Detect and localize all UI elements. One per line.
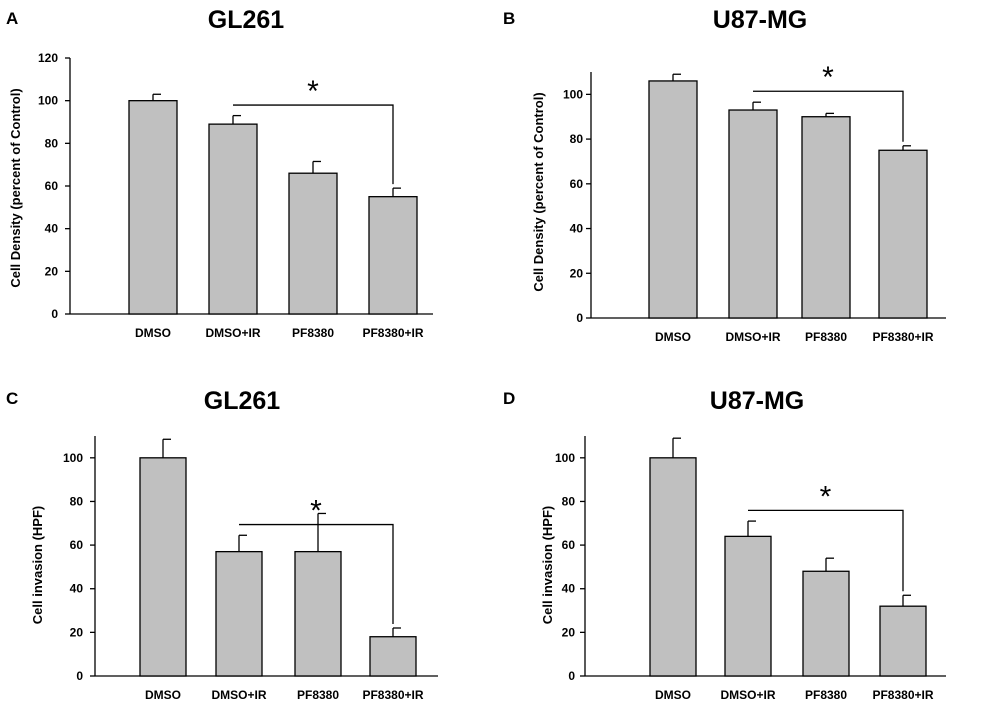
bar-d xyxy=(724,535,772,677)
bar-a xyxy=(128,100,178,315)
category-label-c: PF8380+IR xyxy=(362,688,423,702)
plot-area-a: 0 20 40 60 80 100 120 DMSO DMSO+IR PF8380 PF8380+I… xyxy=(38,51,433,340)
significance-star-d: * xyxy=(820,480,832,513)
bar-a xyxy=(288,172,338,315)
y-tick-label-d: 80 xyxy=(562,494,576,508)
bar-c xyxy=(215,550,263,677)
panel-letter-a: A xyxy=(6,9,18,28)
y-tick-label-a: 20 xyxy=(45,264,59,278)
panel-b: B U87-MG Cell Density (percent of Contro… xyxy=(503,6,946,344)
significance-star-a: * xyxy=(307,75,319,108)
bar-b xyxy=(801,116,851,319)
panel-a: A GL261 Cell Density (percent of Control… xyxy=(6,6,433,340)
y-tick-label-c: 20 xyxy=(70,625,84,639)
panel-d: D U87-MG Cell invasion (HPF) 0 20 40 60 80 10… xyxy=(503,387,946,702)
bar-b xyxy=(728,109,778,319)
y-tick-label-a: 100 xyxy=(38,94,58,108)
category-label-a: DMSO+IR xyxy=(205,326,260,340)
y-tick-label-d: 60 xyxy=(562,538,576,552)
plot-area-d: 0 20 40 60 80 100 DMSO DMSO+IR PF8380 PF8380+IR * xyxy=(555,436,946,702)
category-label-b: PF8380 xyxy=(805,330,847,344)
y-axis-label-d: Cell invasion (HPF) xyxy=(540,506,555,624)
y-tick-label-c: 100 xyxy=(63,451,83,465)
y-tick-label-d: 100 xyxy=(555,451,575,465)
chart-title-a: GL261 xyxy=(208,6,285,34)
chart-title-c: GL261 xyxy=(204,387,281,415)
y-tick-label-b: 100 xyxy=(563,87,583,101)
bar-d xyxy=(802,570,850,677)
y-tick-label-d: 0 xyxy=(568,669,575,683)
significance-star-b: * xyxy=(822,61,834,94)
chart-title-b: U87-MG xyxy=(713,6,807,34)
category-label-b: PF8380+IR xyxy=(872,330,933,344)
panel-letter-d: D xyxy=(503,389,515,408)
category-label-c: DMSO+IR xyxy=(211,688,266,702)
bar-c xyxy=(294,550,342,677)
y-tick-label-d: 40 xyxy=(562,582,576,596)
y-axis-label-c: Cell invasion (HPF) xyxy=(30,506,45,624)
category-label-b: DMSO xyxy=(655,330,691,344)
y-tick-label-b: 40 xyxy=(570,222,584,236)
category-label-d: PF8380+IR xyxy=(872,688,933,702)
bar-b xyxy=(648,80,698,319)
category-label-a: PF8380 xyxy=(292,326,334,340)
bar-d xyxy=(649,457,697,677)
category-label-c: DMSO xyxy=(145,688,181,702)
y-tick-label-b: 80 xyxy=(570,132,584,146)
bar-a xyxy=(208,123,258,315)
category-label-a: DMSO xyxy=(135,326,171,340)
category-label-d: DMSO xyxy=(655,688,691,702)
y-tick-label-b: 60 xyxy=(570,177,584,191)
y-tick-label-b: 0 xyxy=(576,311,583,325)
panel-c: C GL261 Cell invasion (HPF) 0 20 40 60 80 100… xyxy=(6,387,438,702)
significance-star-c: * xyxy=(310,495,322,528)
category-label-a: PF8380+IR xyxy=(362,326,423,340)
y-tick-label-a: 60 xyxy=(45,179,59,193)
significance-bracket-d xyxy=(748,509,904,592)
y-tick-label-c: 80 xyxy=(70,494,84,508)
y-tick-label-c: 0 xyxy=(76,669,83,683)
significance-bracket-a xyxy=(233,104,394,185)
y-axis-label-a: Cell Density (percent of Control) xyxy=(8,88,23,287)
y-tick-label-a: 40 xyxy=(45,222,59,236)
bar-c xyxy=(369,636,417,677)
bar-c xyxy=(139,457,187,677)
y-tick-label-c: 60 xyxy=(70,538,84,552)
y-tick-label-b: 20 xyxy=(570,266,584,280)
significance-bracket-c xyxy=(239,523,394,624)
plot-area-b: 0 20 40 60 80 100 DMSO DMSO+IR PF8380 PF8380+IR * xyxy=(563,61,946,344)
category-label-d: DMSO+IR xyxy=(720,688,775,702)
panel-letter-b: B xyxy=(503,9,515,28)
y-tick-label-a: 0 xyxy=(51,307,58,321)
y-axis-label-b: Cell Density (percent of Control) xyxy=(531,92,546,291)
panel-letter-c: C xyxy=(6,389,18,408)
bar-a xyxy=(368,196,418,315)
y-tick-label-a: 80 xyxy=(45,136,59,150)
bar-b xyxy=(878,149,928,319)
chart-title-d: U87-MG xyxy=(710,387,804,415)
bar-d xyxy=(879,605,927,677)
y-tick-label-c: 40 xyxy=(70,582,84,596)
category-label-c: PF8380 xyxy=(297,688,339,702)
y-tick-label-a: 120 xyxy=(38,51,58,65)
plot-area-c: 0 20 40 60 80 100 DMSO DMSO+IR PF8380 PF8380+IR * xyxy=(63,436,438,702)
y-tick-label-d: 20 xyxy=(562,625,576,639)
category-label-b: DMSO+IR xyxy=(725,330,780,344)
significance-bracket-b xyxy=(753,90,904,142)
category-label-d: PF8380 xyxy=(805,688,847,702)
